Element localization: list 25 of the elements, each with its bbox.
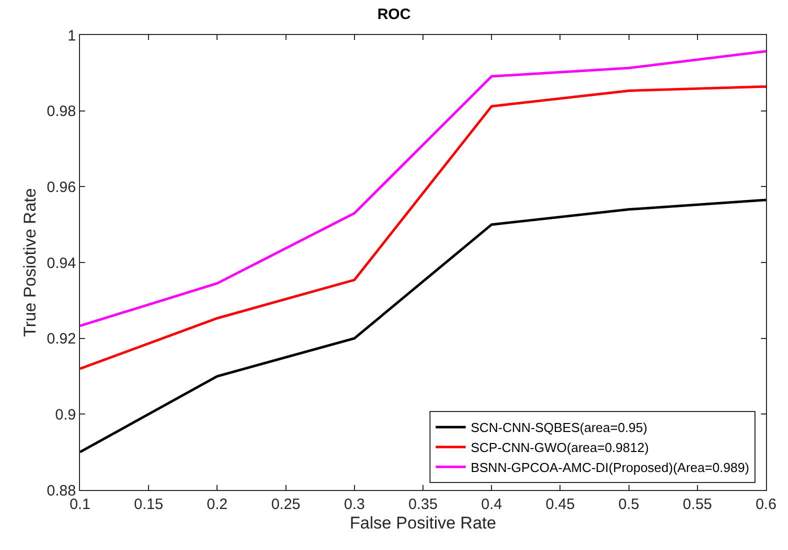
y-tick-label: 0.94 bbox=[46, 254, 76, 272]
x-tick-label: 0.35 bbox=[408, 496, 438, 513]
x-tick-label: 0.25 bbox=[271, 496, 300, 513]
y-tick-label: 0.92 bbox=[46, 330, 76, 348]
x-tick-label: 0.55 bbox=[682, 496, 712, 513]
legend-label: SCP-CNN-GWO(area=0.9812) bbox=[470, 440, 649, 456]
x-tick-label: 0.5 bbox=[618, 496, 640, 513]
x-tick-label: 0.6 bbox=[756, 496, 776, 513]
x-tick-label: 0.15 bbox=[134, 496, 164, 513]
legend-label: BSNN-GPCOA-AMC-DI(Proposed)(Area=0.989) bbox=[470, 460, 750, 475]
x-axis-title: False Positive Rate bbox=[350, 513, 496, 532]
x-tick-label: 0.3 bbox=[344, 496, 365, 513]
x-tick-label: 0.2 bbox=[206, 496, 228, 513]
line-series bbox=[80, 198, 766, 454]
y-tick-label: 0.96 bbox=[46, 178, 76, 196]
x-tick-label: 0.45 bbox=[546, 496, 575, 513]
y-tick-label: 1 bbox=[68, 27, 76, 44]
line-series bbox=[80, 85, 766, 370]
y-tick-label: 0.9 bbox=[55, 406, 76, 424]
legend-label: SCN-CNN-SQBES(area=0.95) bbox=[470, 420, 648, 436]
chart-title: ROC bbox=[377, 6, 411, 23]
x-tick-label: 0.4 bbox=[481, 496, 502, 513]
line-series bbox=[80, 50, 766, 328]
y-axis-title: True Posiotive Rate bbox=[20, 188, 40, 337]
y-tick-label: 0.98 bbox=[46, 103, 76, 120]
